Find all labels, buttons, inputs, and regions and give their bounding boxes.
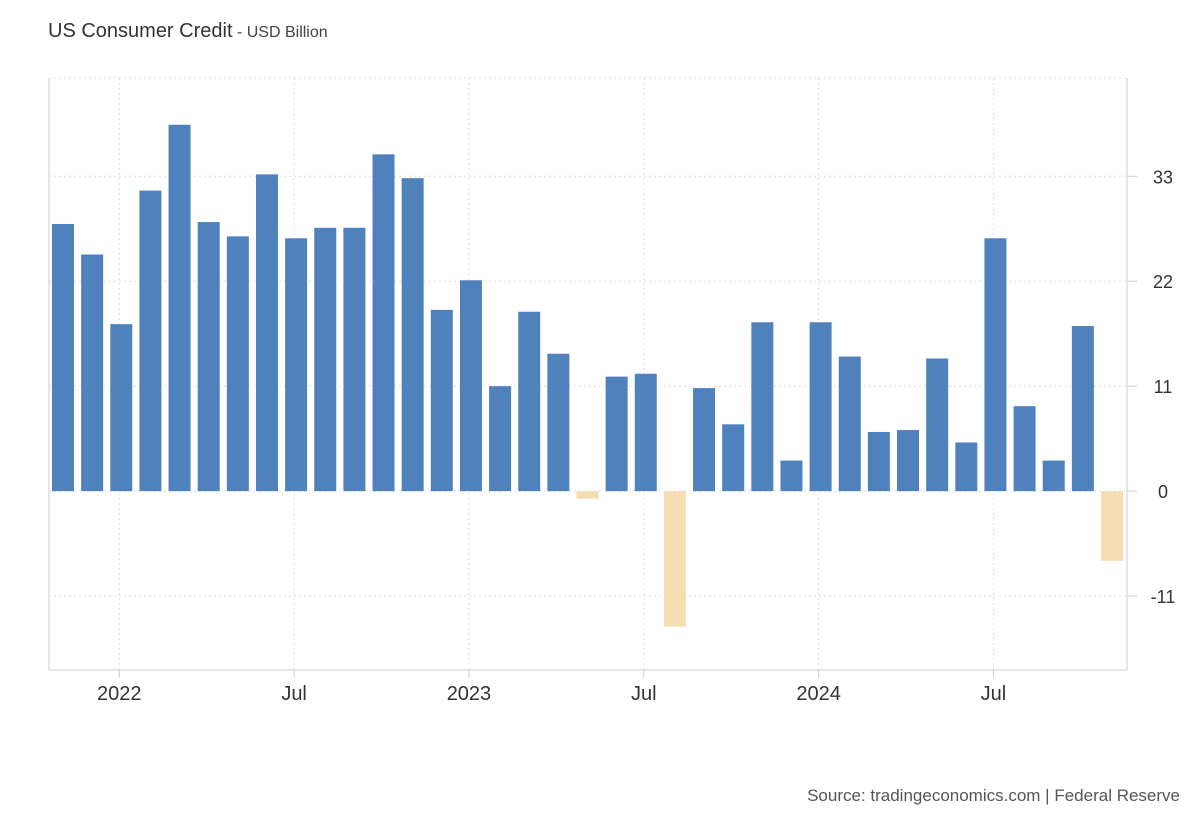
y-tick-label: -11	[1151, 587, 1176, 607]
title-text: US Consumer Credit	[48, 20, 233, 42]
bar-oct-2024	[1071, 326, 1094, 492]
x-tick-label: Jul	[981, 683, 1007, 705]
bar-mar-2022	[168, 124, 191, 492]
bar-mar-2024	[867, 431, 890, 492]
x-tick-label: 2024	[796, 683, 841, 705]
bar-jun-2024	[955, 442, 978, 492]
x-tick-label: Jul	[281, 683, 307, 705]
bar-jul-2022	[285, 238, 308, 492]
bar-aug-2023	[663, 491, 686, 627]
bar-jan-2024	[809, 322, 832, 492]
chart-subtitle: - USD Billion	[232, 24, 328, 41]
bar-sep-2024	[1042, 460, 1065, 492]
bar-jun-2023	[605, 376, 628, 492]
bar-dec-2022	[430, 309, 453, 492]
bar-dec-2023	[780, 460, 803, 492]
x-tick-label: 2023	[447, 683, 492, 705]
bar-feb-2022	[139, 190, 162, 492]
bar-sep-2023	[693, 388, 716, 492]
bar-may-2022	[226, 236, 249, 492]
bar-dec-2021	[81, 254, 104, 492]
bar-jul-2023	[634, 373, 657, 492]
bar-may-2023	[576, 491, 599, 499]
bar-nov-2024	[1101, 491, 1123, 561]
bar-nov-2021	[52, 223, 74, 492]
x-tick-label: Jul	[631, 683, 657, 705]
y-tick-label: 22	[1153, 272, 1173, 292]
bar-jul-2024	[984, 238, 1007, 492]
y-tick-label: 33	[1153, 167, 1173, 187]
y-tick-label: 0	[1158, 482, 1168, 502]
bar-apr-2024	[897, 430, 920, 492]
bar-nov-2023	[751, 322, 774, 492]
bar-aug-2022	[314, 227, 337, 492]
bar-jan-2023	[459, 280, 482, 492]
bar-feb-2023	[489, 386, 512, 492]
bar-apr-2023	[547, 353, 570, 492]
x-tick-label: 2022	[97, 683, 142, 705]
bar-apr-2022	[197, 222, 220, 492]
chart-title: US Consumer Credit - USD Billion	[48, 20, 328, 43]
bar-aug-2024	[1013, 406, 1036, 492]
bar-oct-2022	[372, 154, 395, 492]
y-tick-label: 11	[1154, 377, 1173, 397]
bar-nov-2022	[401, 178, 424, 492]
bar-feb-2024	[838, 356, 861, 492]
bar-mar-2023	[518, 311, 541, 492]
bar-sep-2022	[343, 227, 366, 492]
subtitle-text: USD Billion	[246, 24, 328, 41]
bar-oct-2023	[722, 424, 745, 492]
source-note: Source: tradingeconomics.com | Federal R…	[807, 786, 1180, 805]
bar-may-2024	[926, 358, 949, 492]
bar-jan-2022	[110, 324, 133, 492]
bar-jun-2022	[255, 174, 278, 492]
